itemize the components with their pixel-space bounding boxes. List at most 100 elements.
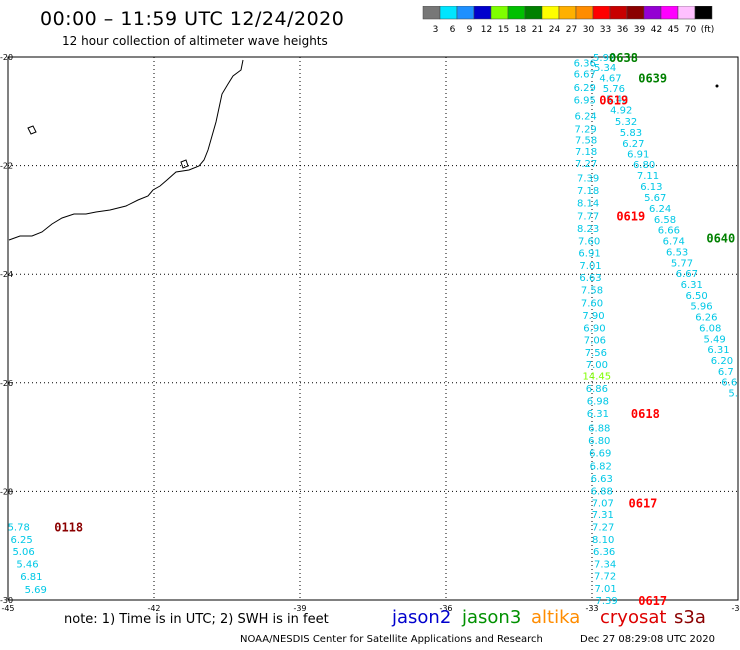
generated-date: Dec 27 08:29:08 UTC 2020 <box>580 634 715 645</box>
island-dot <box>715 84 719 88</box>
wave-height-label: 5.76 <box>603 84 625 95</box>
scale-tick-label: 18 <box>515 25 527 35</box>
wave-height-label: 4.67 <box>599 74 621 85</box>
wave-height-label: 7.31 <box>592 510 614 521</box>
y-tick-label: -28 <box>0 487 13 496</box>
y-tick-label: -30 <box>0 596 13 605</box>
scale-tick-label: 12 <box>481 25 492 35</box>
wave-height-label: 7.29 <box>575 125 597 136</box>
wave-height-label: 8.14 <box>577 199 599 210</box>
wave-height-label: 5.96 <box>690 302 712 313</box>
wave-height-label: 8.10 <box>592 535 614 546</box>
x-tick-label: -33 <box>585 604 598 612</box>
scale-tick-label: 27 <box>566 25 577 35</box>
wave-height-label: 6.36 <box>574 58 596 69</box>
wave-height-label: 6.13 <box>640 182 662 193</box>
pass-time-label: 0619 <box>599 93 628 107</box>
wave-height-label: 6.91 <box>627 150 649 161</box>
y-tick-label: -24 <box>0 270 13 279</box>
plot-area: -45 -42 -39 -36 -33 -30 -20 -22 -24 -26 -28 -30 6.36… <box>0 51 740 612</box>
wave-height-label: 6.7 <box>718 367 734 378</box>
wave-height-label: 6.98 <box>587 397 609 408</box>
wave-height-label: 7.07 <box>592 498 614 509</box>
wave-height-label: 6.50 <box>686 291 708 302</box>
pass-time-label: 0118 <box>54 521 83 535</box>
scale-tick-label: 45 <box>668 25 679 35</box>
wave-height-label: 7.58 <box>581 285 603 296</box>
wave-height-label: 6.80 <box>633 160 655 171</box>
wave-height-label: 7.58 <box>575 136 597 147</box>
wave-height-label: 6.66 <box>658 226 680 237</box>
scale-tick-label: 9 <box>467 25 473 35</box>
wave-height-label: 14.45 <box>583 372 612 383</box>
wave-height-label: 7.18 <box>577 186 599 197</box>
wave-height-label: 6.53 <box>666 247 688 258</box>
wave-height-label: 6.91 <box>578 248 600 259</box>
scale-tick-label: 3 <box>433 25 439 35</box>
color-scale-legend: 3 6 9 12 15 18 21 24 27 30 33 36 39 42 45 70 (ft) <box>422 6 715 35</box>
pass-time-label: 0640 <box>706 231 735 245</box>
wave-height-label: 7.27 <box>592 523 614 534</box>
scale-tick-label: (ft) <box>701 25 715 35</box>
wave-height-label: 7.01 <box>594 584 616 595</box>
wave-height-label: 6.69 <box>589 448 611 459</box>
wave-height-label: 7.39 <box>577 174 599 185</box>
pass-time-label: 0619 <box>616 210 645 224</box>
wave-height-label: 5.92 <box>593 53 615 64</box>
y-tick-label: -22 <box>0 162 13 171</box>
wave-height-label: 6.67 <box>676 269 698 280</box>
wave-height-label: 5.67 <box>644 193 666 204</box>
wave-height-label: 7.77 <box>577 212 599 223</box>
wave-height-label: 7.27 <box>575 159 597 170</box>
legend-s3a: s3a <box>674 607 706 628</box>
wave-height-label: 6.24 <box>575 112 597 123</box>
legend-jason3: jason3 <box>462 607 522 628</box>
scale-tick-label: 42 <box>651 25 662 35</box>
scale-tick-label: 70 <box>685 25 697 35</box>
wave-height-label: 6.82 <box>590 461 612 472</box>
wave-height-label: 6.27 <box>622 139 644 150</box>
legend-jason2: jason2 <box>392 607 452 628</box>
y-tick-label: -20 <box>0 53 13 62</box>
wave-height-label: 8.23 <box>577 224 599 235</box>
wave-height-label: 6.88 <box>591 486 613 497</box>
x-tick-label: -39 <box>293 604 306 612</box>
chart-title: 00:00 – 11:59 UTC 12/24/2020 <box>40 8 345 30</box>
wave-height-label: 6.81 <box>20 572 42 583</box>
wave-height-label: 4.92 <box>610 106 632 117</box>
scale-tick-label: 24 <box>549 25 561 35</box>
wave-height-label: 7.34 <box>594 560 616 571</box>
scale-tick-label: 30 <box>583 25 595 35</box>
scale-tick-label: 21 <box>532 25 543 35</box>
x-tick-label: -42 <box>147 604 160 612</box>
chart-subtitle: 12 hour collection of altimeter wave hei… <box>62 34 328 48</box>
wave-height-label: 5.78 <box>8 523 30 534</box>
legend-cryosat: cryosat <box>600 607 667 628</box>
coastline <box>8 59 244 241</box>
wave-height-label: 7.39 <box>595 596 617 607</box>
wave-height-label: 7.11 <box>637 171 659 182</box>
wave-height-label: 6.95 <box>574 95 596 106</box>
wave-height-label: 6.74 <box>663 237 685 248</box>
wave-height-label: 7.18 <box>575 147 597 158</box>
scale-swatch <box>694 6 713 20</box>
wave-height-label: 6.67 <box>574 69 596 80</box>
pass-time-label: 0639 <box>638 72 667 86</box>
wave-height-label: 6.36 <box>593 547 615 558</box>
pass-time-label: 0618 <box>631 407 660 421</box>
x-tick-label: -30 <box>731 604 740 612</box>
island-outline <box>27 125 37 135</box>
y-tick-label: -26 <box>0 379 13 388</box>
wave-height-label: 7.56 <box>585 348 607 359</box>
wave-height-label: 6.80 <box>588 436 610 447</box>
x-tick-label: -45 <box>1 604 14 612</box>
wave-height-label: 6.90 <box>583 323 605 334</box>
wave-height-label: 6.86 <box>586 384 608 395</box>
wave-height-label: 7.00 <box>586 360 608 371</box>
wave-height-label: 6.24 <box>649 204 671 215</box>
pass-time-label: 0617 <box>638 594 667 608</box>
wave-height-label: 7.60 <box>578 237 600 248</box>
scale-tick-label: 15 <box>498 25 509 35</box>
wave-height-label: 6.31 <box>681 280 703 291</box>
wave-height-label: 6.08 <box>699 323 721 334</box>
